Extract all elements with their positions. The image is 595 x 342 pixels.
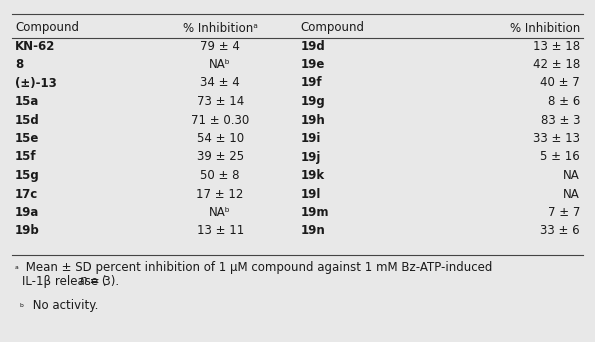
- Text: NA: NA: [563, 187, 580, 200]
- Text: 8 ± 6: 8 ± 6: [548, 95, 580, 108]
- Text: NAᵇ: NAᵇ: [209, 206, 231, 219]
- Text: 54 ± 10: 54 ± 10: [196, 132, 244, 145]
- Text: KN-62: KN-62: [15, 39, 55, 53]
- Text: 19h: 19h: [300, 114, 325, 127]
- Text: 19m: 19m: [300, 206, 329, 219]
- Text: 15e: 15e: [15, 132, 39, 145]
- Text: 19b: 19b: [15, 224, 40, 237]
- Text: 79 ± 4: 79 ± 4: [200, 39, 240, 53]
- Text: NA: NA: [563, 169, 580, 182]
- Text: Mean ± SD percent inhibition of 1 μM compound against 1 mM Bz-ATP-induced: Mean ± SD percent inhibition of 1 μM com…: [22, 262, 492, 275]
- Text: 73 ± 14: 73 ± 14: [196, 95, 244, 108]
- Text: IL-1β release (: IL-1β release (: [22, 275, 107, 288]
- Text: 42 ± 18: 42 ± 18: [533, 58, 580, 71]
- Text: 19g: 19g: [300, 95, 325, 108]
- Text: 19k: 19k: [300, 169, 325, 182]
- Text: 7 ± 7: 7 ± 7: [548, 206, 580, 219]
- Text: n: n: [80, 275, 87, 288]
- Text: 50 ± 8: 50 ± 8: [201, 169, 240, 182]
- Text: 19j: 19j: [300, 150, 321, 163]
- Text: 71 ± 0.30: 71 ± 0.30: [191, 114, 249, 127]
- Text: 19n: 19n: [300, 224, 325, 237]
- Text: 13 ± 11: 13 ± 11: [196, 224, 244, 237]
- Text: 33 ± 6: 33 ± 6: [540, 224, 580, 237]
- Text: 15f: 15f: [15, 150, 36, 163]
- Text: 19i: 19i: [300, 132, 321, 145]
- Text: 19d: 19d: [300, 39, 325, 53]
- Text: 19l: 19l: [300, 187, 321, 200]
- Text: 15d: 15d: [15, 114, 40, 127]
- Text: = 3).: = 3).: [86, 275, 119, 288]
- Text: 34 ± 4: 34 ± 4: [201, 77, 240, 90]
- Text: Compound: Compound: [300, 22, 365, 35]
- Text: 5 ± 16: 5 ± 16: [540, 150, 580, 163]
- Text: 19e: 19e: [300, 58, 325, 71]
- Text: % Inhibition: % Inhibition: [510, 22, 580, 35]
- Text: 15g: 15g: [15, 169, 40, 182]
- Text: Compound: Compound: [15, 22, 79, 35]
- Text: NAᵇ: NAᵇ: [209, 58, 231, 71]
- Text: 17 ± 12: 17 ± 12: [196, 187, 244, 200]
- Text: % Inhibitionᵃ: % Inhibitionᵃ: [183, 22, 258, 35]
- Text: ᵇ: ᵇ: [20, 303, 24, 313]
- Text: 13 ± 18: 13 ± 18: [533, 39, 580, 53]
- Text: 17c: 17c: [15, 187, 38, 200]
- Text: 19f: 19f: [300, 77, 322, 90]
- Text: ᵃ: ᵃ: [15, 265, 18, 275]
- Text: 83 ± 3: 83 ± 3: [541, 114, 580, 127]
- Text: No activity.: No activity.: [29, 300, 98, 313]
- Text: 39 ± 25: 39 ± 25: [196, 150, 244, 163]
- Text: 15a: 15a: [15, 95, 39, 108]
- Text: 8: 8: [15, 58, 23, 71]
- Text: (±)-13: (±)-13: [15, 77, 57, 90]
- Text: 19a: 19a: [15, 206, 39, 219]
- Text: 33 ± 13: 33 ± 13: [533, 132, 580, 145]
- Text: 40 ± 7: 40 ± 7: [540, 77, 580, 90]
